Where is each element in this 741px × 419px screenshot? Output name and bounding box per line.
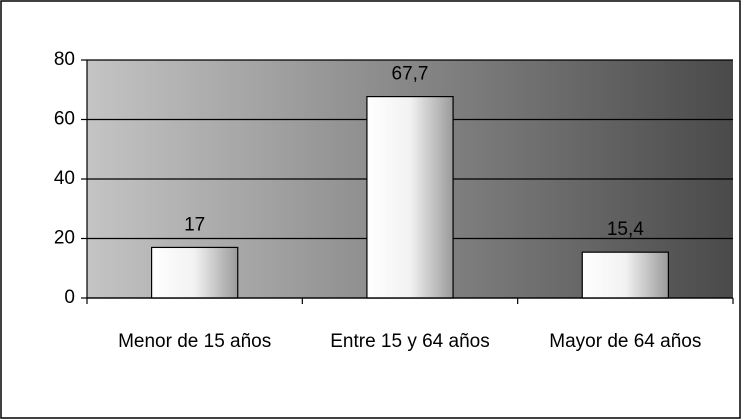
y-tick-label: 0: [64, 287, 75, 308]
value-label: 15,4: [607, 219, 644, 240]
bar: [151, 246, 239, 299]
bar: [581, 251, 669, 299]
y-tick-label: 60: [54, 109, 75, 130]
x-tick-label: Mayor de 64 años: [549, 331, 702, 352]
bar: [366, 95, 454, 299]
value-label: 17: [184, 214, 205, 235]
x-tick-label: Menor de 15 años: [118, 331, 272, 352]
y-tick-label: 20: [54, 228, 75, 249]
x-tick-label: Entre 15 y 64 años: [330, 331, 490, 352]
value-label: 67,7: [392, 64, 429, 85]
y-tick-label: 80: [54, 49, 75, 70]
y-tick-label: 40: [54, 168, 75, 189]
